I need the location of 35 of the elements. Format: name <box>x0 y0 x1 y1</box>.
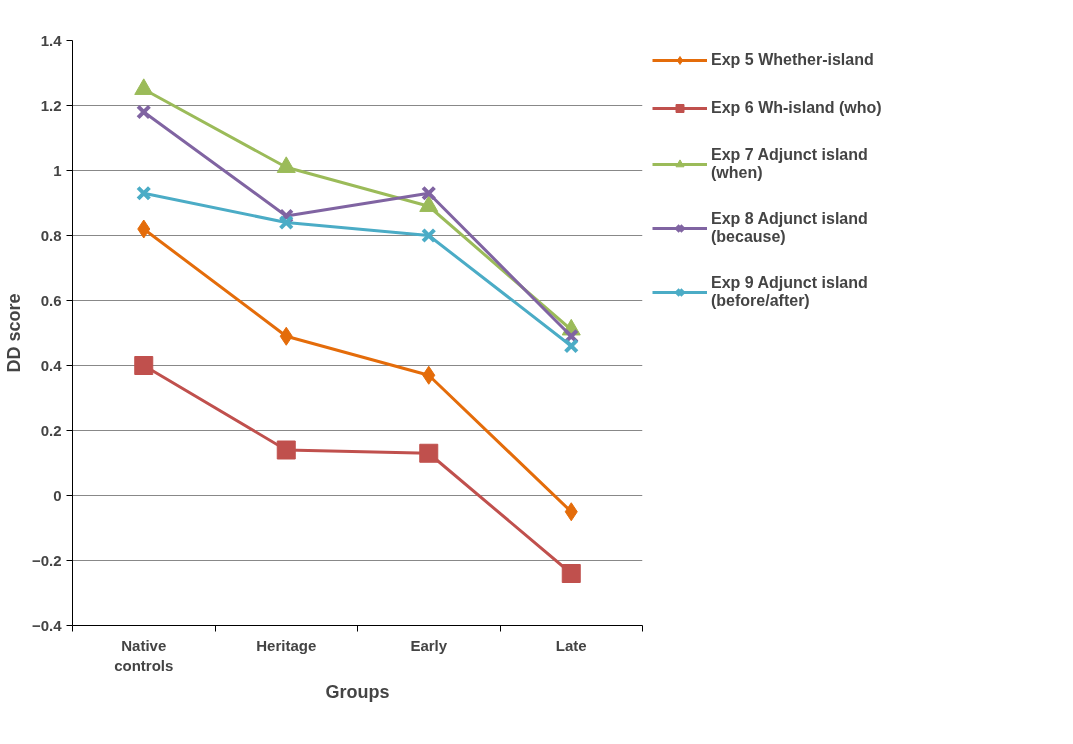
point <box>136 104 152 120</box>
y-tick-label: 0.4 <box>40 356 63 374</box>
y-tick-label: 1 <box>53 161 62 179</box>
point <box>421 227 437 244</box>
x-axis-title: Groups <box>325 681 390 702</box>
point <box>134 356 154 375</box>
y-tick-label: 0.6 <box>40 291 62 309</box>
x-tick-label: Heritage <box>256 636 317 654</box>
point <box>419 443 439 463</box>
point <box>276 440 296 460</box>
y-axis-title: DD score <box>3 293 24 373</box>
x-tick-label: Native controls <box>114 636 174 674</box>
y-tick-label: 0 <box>53 486 62 504</box>
legend-label: Exp 7 Adjunct island (when) <box>711 146 868 182</box>
y-tick-label: 1.2 <box>40 96 62 114</box>
point <box>421 185 437 201</box>
y-tick-label: −0.2 <box>31 551 62 569</box>
y-tick-label: 0.8 <box>40 226 62 244</box>
point <box>278 214 294 231</box>
point <box>561 564 581 583</box>
point <box>136 185 152 201</box>
y-tick-label: 1.4 <box>40 31 63 49</box>
point <box>564 502 578 522</box>
legend-label: Exp 9 Adjunct island (before/after) <box>711 274 868 310</box>
legend-label: Exp 6 Wh-island (who) <box>711 99 882 117</box>
point <box>563 338 579 354</box>
legend-label: Exp 5 Whether-island <box>711 51 874 69</box>
point <box>279 326 293 346</box>
y-tick-label: −0.4 <box>31 616 63 634</box>
point <box>137 219 151 239</box>
legend-label: Exp 8 Adjunct island (because) <box>711 210 868 246</box>
y-tick-label: 0.2 <box>40 421 62 439</box>
point <box>422 365 436 385</box>
x-tick-label: Late <box>555 636 587 654</box>
x-tick-label: Early <box>410 636 448 654</box>
